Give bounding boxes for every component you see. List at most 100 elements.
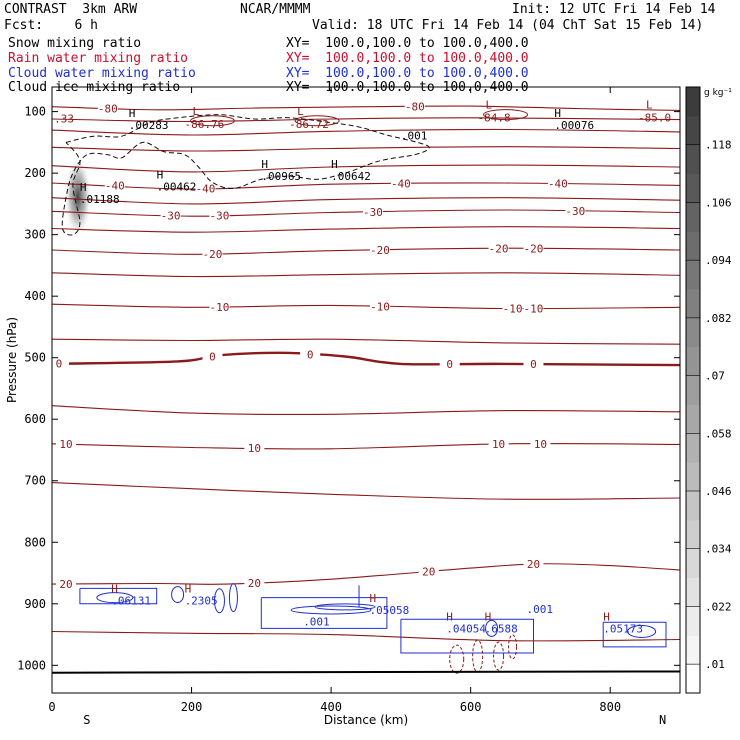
ice-min-contour: [483, 109, 529, 121]
colorbar-tick-label: .022: [705, 600, 732, 613]
colorbar-tick-label: .01: [705, 658, 725, 671]
isotherm-label-bg: [55, 438, 76, 450]
isotherm-label: -30: [210, 209, 230, 222]
isotherm-label: 0: [209, 350, 216, 363]
colorbar-segment: [686, 664, 700, 694]
isotherm-label: -40: [548, 178, 568, 191]
cloud-water-label: .001: [303, 615, 330, 628]
isotherm-label-bg: [244, 576, 265, 588]
y-tick-label: 500: [24, 351, 46, 365]
colorbar-segment: [686, 606, 700, 636]
snow-max-marker: H: [554, 107, 561, 120]
ice-label-left: .33: [54, 113, 74, 126]
isotherm-m60: [52, 128, 680, 136]
cloud-water-contour-inner: [627, 624, 657, 638]
cloud-water-contour-inner: [96, 592, 134, 604]
isotherm-label: 10: [248, 442, 261, 455]
isotherm-label-bg: [565, 205, 586, 217]
colorbar-tick-label: .082: [705, 312, 732, 325]
y-tick-label: 800: [24, 535, 46, 549]
forecast-hour: Fcst: 6 h: [4, 18, 98, 33]
snow-shading-max: [63, 154, 92, 239]
isotherm-label-bg: [97, 102, 118, 114]
field-snow-name: Snow mixing ratio: [8, 36, 142, 51]
isotherm-m50: [52, 146, 680, 152]
cloud-water-contour-inner: [171, 586, 185, 604]
colorbar-segment: [686, 260, 700, 290]
cloud-water-label: .001: [526, 603, 553, 616]
colorbar-segment: [686, 231, 700, 261]
ice-min-value: -84.8: [478, 112, 511, 125]
colorbar-tick-label: .094: [705, 254, 732, 267]
isotherm-label: -20: [370, 244, 390, 257]
isotherm-label: 0: [307, 348, 314, 361]
isotherm-25: [52, 630, 680, 642]
isotherm-label-bg: [369, 300, 390, 312]
y-axis-label: Pressure (hPa): [5, 317, 19, 403]
snow-max-value: .00283: [129, 119, 169, 132]
isotherm-m45: [52, 164, 680, 173]
y-tick-label: 900: [24, 597, 46, 611]
isotherm-label-bg: [439, 357, 460, 369]
isotherm-label-bg: [523, 358, 544, 370]
isotherm-label-bg: [488, 438, 509, 450]
isotherm-label: 10: [534, 438, 547, 451]
isotherm-20: [52, 563, 680, 585]
isotherm-0: [52, 351, 680, 367]
isotherm-label: -20: [203, 248, 223, 261]
isotherm-m25: [52, 226, 680, 233]
ice-min-value: -86.76: [184, 118, 224, 131]
isotherm-label-bg: [55, 578, 76, 590]
x-tick-label: 200: [181, 700, 203, 714]
y-tick-label: 400: [24, 289, 46, 303]
snow-max-value: .00642: [331, 170, 371, 183]
colorbar-segment: [686, 433, 700, 463]
isotherm-label: 20: [59, 578, 72, 591]
isotherm-m20: [52, 247, 680, 255]
cloud-water-contour-inner: [290, 605, 372, 615]
x-tick-label: 800: [599, 700, 621, 714]
colorbar-tick-label: .118: [705, 139, 732, 152]
isotherm-label-bg: [488, 242, 509, 254]
cloud-water-contour: [79, 587, 158, 605]
isotherm-label: -80: [405, 100, 425, 113]
isotherm-label-bg: [202, 247, 223, 259]
colorbar-segment: [686, 202, 700, 232]
colorbar-tick-label: .07: [705, 370, 725, 383]
x-axis-label: Distance (km): [324, 713, 408, 727]
y-tick-label: 200: [24, 166, 46, 180]
endpoint-right: N: [659, 713, 666, 727]
colorbar-segment: [686, 375, 700, 405]
ice-min-value: -86.72: [289, 118, 329, 131]
rain-max-value: .06131: [111, 595, 151, 608]
isotherm-label: 20: [527, 558, 540, 571]
isotherm-label-bg: [244, 442, 265, 454]
ice-min-contour: [294, 115, 340, 127]
cloud-water-contour-inner: [485, 619, 499, 637]
colorbar-segment: [686, 577, 700, 607]
rain-contour: [508, 634, 518, 660]
x-tick-label: 0: [48, 700, 55, 714]
valid-time: Valid: 18 UTC Fri 14 Feb 14 (04 ChT Sat …: [312, 18, 704, 33]
field-snow-xy: XY= 100.0,100.0 to 100.0,400.0: [286, 36, 529, 51]
isotherm-label-bg: [209, 209, 230, 221]
cloud-water-contour-inner: [228, 583, 238, 613]
cloud-water-contour-inner: [213, 588, 225, 614]
isotherm-label-bg: [523, 242, 544, 254]
ice-min-value: -85.0: [638, 112, 671, 125]
snow-max-marker: H: [129, 107, 136, 120]
colorbar-segment: [686, 289, 700, 319]
rain-max-value: .04054: [446, 622, 486, 635]
isotherm-m15: [52, 272, 680, 278]
colorbar-segment: [686, 635, 700, 665]
snow-max-value: .00965: [261, 170, 301, 183]
field-rain-xy: XY= 100.0,100.0 to 100.0,400.0: [286, 51, 529, 66]
isotherm-10: [52, 443, 680, 450]
colorbar-segment: [686, 404, 700, 434]
isotherm-label-bg: [362, 205, 383, 217]
isotherm-label-bg: [404, 100, 425, 112]
snow-max-value: .00076: [554, 119, 594, 132]
isotherm-m5: [52, 338, 680, 345]
isotherm-label: -40: [391, 178, 411, 191]
isotherm-label: -30: [161, 209, 181, 222]
